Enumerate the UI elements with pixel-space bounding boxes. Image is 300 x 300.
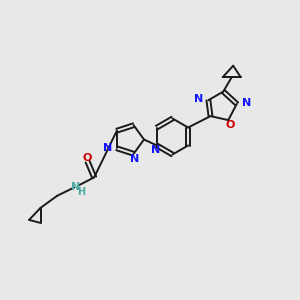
Text: N: N <box>71 182 80 192</box>
Text: N: N <box>130 154 139 164</box>
Text: N: N <box>194 94 203 104</box>
Text: N: N <box>242 98 251 108</box>
Text: O: O <box>226 120 235 130</box>
Text: O: O <box>82 152 92 163</box>
Text: N: N <box>151 145 160 155</box>
Text: H: H <box>77 187 86 197</box>
Text: N: N <box>103 143 113 153</box>
